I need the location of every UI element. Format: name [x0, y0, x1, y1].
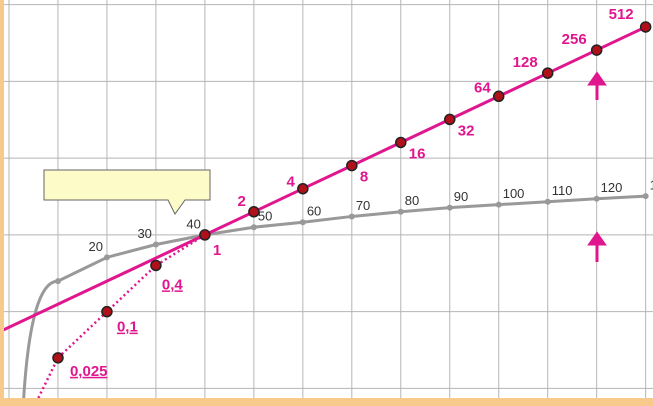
point: [544, 198, 551, 205]
point: [397, 208, 404, 215]
point: [52, 352, 64, 364]
value-label: 128: [513, 54, 538, 71]
point-label: 130: [650, 178, 653, 193]
point-label: 80: [405, 193, 419, 208]
value-label: 0,1: [117, 319, 138, 336]
value-label: 512: [609, 6, 634, 23]
point-label: 110: [552, 183, 573, 198]
value-label: 16: [409, 145, 426, 162]
point-label: 100: [503, 186, 525, 201]
point: [446, 204, 453, 211]
point: [346, 159, 358, 172]
point-label: 50: [258, 209, 272, 224]
value-label: 4: [286, 174, 295, 191]
point: [101, 305, 113, 318]
value-label: 64: [474, 79, 491, 96]
point: [492, 90, 505, 103]
left-band: [0, 0, 4, 406]
value-label: 0,4: [162, 276, 184, 293]
value-label: 2: [238, 193, 246, 210]
arrow: [587, 231, 607, 262]
point: [299, 219, 306, 226]
point: [250, 224, 257, 231]
value-label: 8: [360, 169, 368, 186]
line: [204, 25, 647, 237]
bottom-band: [0, 398, 653, 406]
trend-extension: [0, 233, 206, 333]
point: [590, 44, 603, 56]
point-label: 90: [454, 189, 468, 204]
point: [54, 278, 61, 285]
point: [103, 254, 110, 261]
point-label: 20: [88, 239, 102, 254]
point: [593, 195, 600, 202]
point: [348, 213, 355, 220]
point: [395, 136, 407, 149]
point: [150, 259, 162, 272]
point-label: 30: [137, 226, 151, 241]
point: [541, 67, 554, 79]
curve-tail: [22, 279, 59, 399]
point: [248, 206, 260, 218]
point: [444, 113, 456, 126]
callout-box: [43, 169, 211, 215]
point: [152, 241, 159, 248]
point-label: 40: [186, 216, 200, 231]
point: [642, 193, 649, 200]
point: [199, 229, 211, 241]
arrow: [587, 71, 607, 100]
point: [495, 201, 502, 208]
point-label: 70: [356, 198, 370, 213]
value-label: 32: [458, 122, 475, 139]
point: [297, 182, 309, 195]
point-label: 120: [601, 180, 623, 195]
point: [639, 21, 652, 33]
point-label: 60: [307, 204, 321, 219]
value-label: 1: [213, 242, 221, 259]
value-label: 256: [562, 31, 587, 48]
value-label: 0,025: [70, 363, 108, 380]
